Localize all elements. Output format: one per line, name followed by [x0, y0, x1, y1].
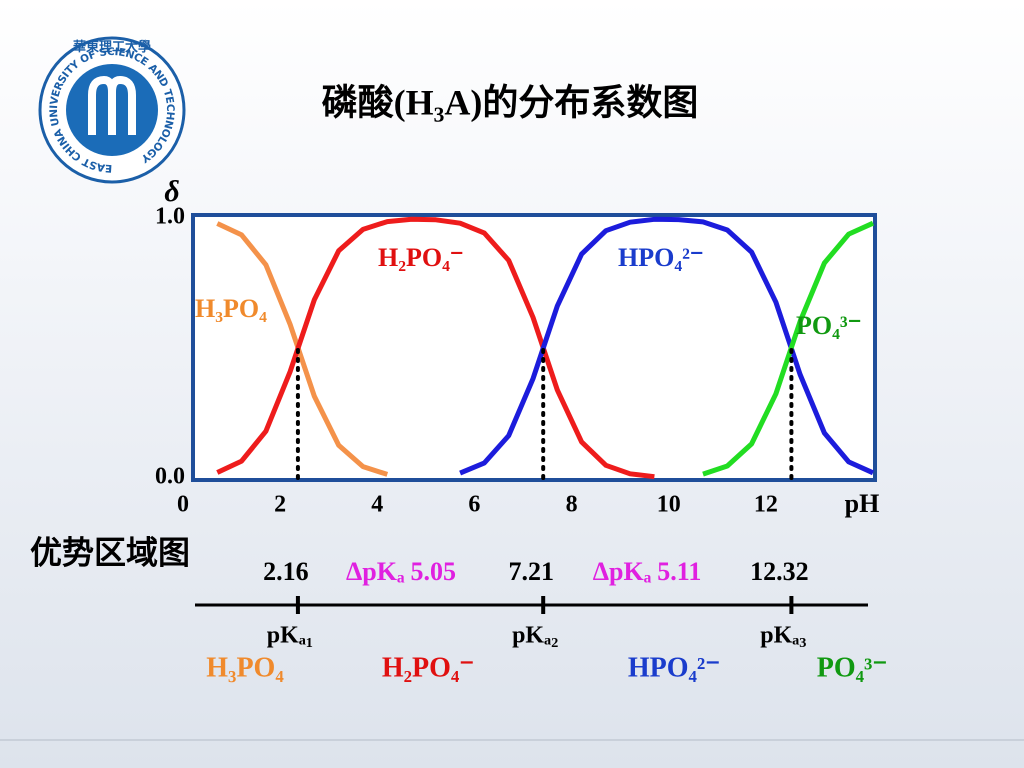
x-axis-label: pH [845, 489, 880, 518]
plot-frame [191, 213, 877, 482]
pka-label: pKₐ₃ [760, 623, 806, 649]
series-label: HPO₄²⁻ [618, 243, 704, 272]
logo-mark [88, 75, 136, 135]
series-line [459, 216, 875, 476]
series-label: H₃PO₄ [195, 294, 267, 323]
pka-value: 2.16 [263, 557, 309, 586]
pka-value: 7.21 [508, 557, 554, 586]
y-axis-label: δ [164, 175, 179, 208]
series-line [216, 221, 389, 477]
series-line [702, 220, 875, 477]
delta-value: 5.05 [411, 557, 457, 586]
x-tick-label: 0 [177, 492, 189, 518]
species-label: H₃PO₄ [206, 652, 284, 683]
delta-label: ΔpKₐ [593, 557, 652, 586]
x-tick-label: 6 [468, 492, 480, 518]
pka-label: pKₐ₂ [512, 623, 558, 649]
series-label: PO₄³⁻ [796, 311, 861, 340]
chart-title: 磷酸(H₃A)的分布系数图 [322, 82, 699, 122]
dominance-title: 优势区域图 [30, 534, 190, 570]
delta-value: 5.11 [657, 557, 701, 586]
species-label: HPO₄²⁻ [628, 652, 720, 683]
pka-label: pKₐ₁ [267, 623, 313, 649]
pka-value: 12.32 [750, 557, 809, 586]
x-tick-label: 4 [371, 492, 383, 518]
y-tick-label: 1.0 [155, 204, 185, 230]
x-tick-label: 2 [274, 492, 286, 518]
species-label: H₂PO₄⁻ [382, 652, 474, 683]
x-tick-label: 12 [754, 492, 778, 518]
logo: EAST CHINA UNIVERSITY OF SCIENCE AND TEC… [38, 36, 186, 184]
series-line [216, 216, 655, 480]
x-tick-label: 10 [657, 492, 681, 518]
logo-chinese: 華東理工大學 [73, 39, 151, 54]
series-label: H₂PO₄⁻ [378, 243, 464, 272]
delta-label: ΔpKₐ [346, 557, 405, 586]
species-label: PO₄³⁻ [817, 652, 887, 683]
x-tick-label: 8 [566, 492, 578, 518]
y-tick-label: 0.0 [155, 464, 185, 490]
